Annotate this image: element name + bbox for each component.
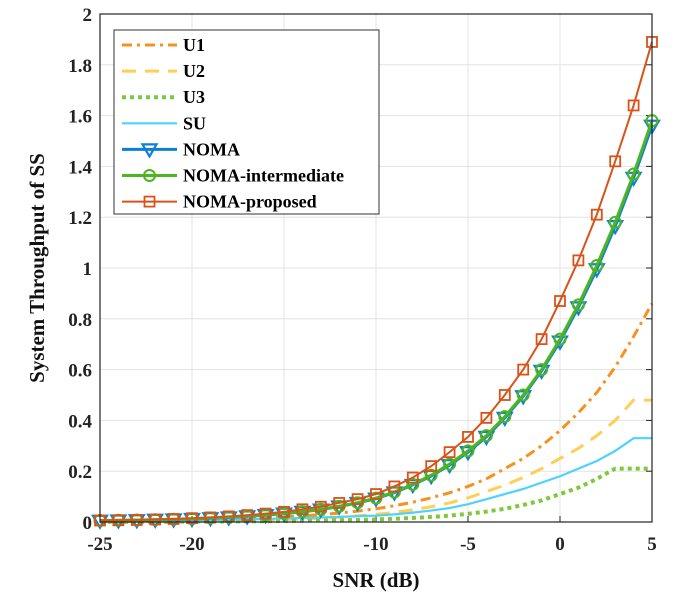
data-point-noma-proposed bbox=[480, 411, 493, 424]
y-tick-label: 1.8 bbox=[68, 56, 92, 77]
y-tick-label: 1.2 bbox=[68, 208, 92, 229]
y-tick-label: 0.2 bbox=[68, 462, 92, 483]
legend-label-noma-intermediate: NOMA-intermediate bbox=[183, 166, 344, 186]
y-tick-label: 1 bbox=[83, 259, 93, 280]
data-point-noma-intermediate bbox=[535, 363, 549, 377]
data-point-noma-intermediate bbox=[406, 477, 420, 491]
x-tick-label: -25 bbox=[87, 534, 112, 555]
data-point-noma-proposed bbox=[498, 389, 511, 401]
y-tick-label: 1.4 bbox=[68, 157, 92, 178]
data-point-noma-proposed bbox=[443, 446, 456, 459]
data-point-noma-intermediate bbox=[443, 457, 457, 471]
legend-label-u2: U2 bbox=[183, 61, 205, 81]
data-point-noma-proposed bbox=[167, 513, 180, 525]
data-point-noma-proposed bbox=[517, 363, 530, 376]
legend: U1 U2 U3 SU NOMA NOMA-intermediate NOMA-propos… bbox=[113, 29, 380, 215]
data-point-noma-intermediate bbox=[608, 215, 622, 229]
legend-marker-noma-intermediate bbox=[143, 169, 156, 182]
x-axis-label: SNR (dB) bbox=[333, 568, 420, 592]
data-point-noma-intermediate bbox=[516, 388, 530, 402]
series-line-noma-proposed bbox=[99, 41, 653, 522]
y-tick-label: 0.4 bbox=[68, 411, 92, 432]
data-point-noma-proposed bbox=[130, 514, 143, 526]
x-tick-label: -10 bbox=[363, 534, 388, 555]
legend-box bbox=[113, 29, 380, 215]
data-point-noma-intermediate bbox=[590, 258, 604, 272]
data-point-noma-proposed bbox=[609, 155, 622, 168]
data-point-noma-intermediate bbox=[498, 410, 512, 424]
y-tick-label: 1.6 bbox=[68, 107, 92, 128]
x-tick-label: -15 bbox=[271, 534, 296, 555]
data-point-noma-intermediate bbox=[461, 444, 475, 458]
data-point-noma-proposed bbox=[627, 99, 640, 112]
data-point-noma-proposed bbox=[296, 503, 309, 516]
legend-label-u3: U3 bbox=[183, 87, 205, 107]
legend-marker-noma-proposed bbox=[143, 195, 156, 208]
x-tick-label: -5 bbox=[460, 534, 476, 555]
y-tick-label: 0.6 bbox=[68, 361, 92, 382]
plot-frame bbox=[99, 13, 653, 523]
data-point-noma-intermediate bbox=[479, 429, 493, 443]
data-point-noma-intermediate bbox=[571, 298, 585, 312]
data-point-noma-proposed bbox=[112, 514, 125, 527]
legend-label-noma-proposed: NOMA-proposed bbox=[183, 192, 317, 212]
data-point-noma-proposed bbox=[388, 480, 401, 493]
data-point-noma-proposed bbox=[351, 493, 364, 506]
data-point-noma-proposed bbox=[425, 460, 438, 473]
data-point-noma-proposed bbox=[333, 497, 346, 509]
data-point-noma-proposed bbox=[572, 254, 585, 267]
data-point-noma-proposed bbox=[149, 513, 162, 526]
data-point-noma-intermediate bbox=[424, 468, 438, 482]
data-point-noma-proposed bbox=[406, 471, 419, 484]
data-point-noma-proposed bbox=[590, 208, 603, 221]
data-point-noma-proposed bbox=[186, 512, 198, 525]
x-tick-label: 0 bbox=[555, 534, 565, 555]
y-axis-label: System Throughput of SS bbox=[25, 153, 49, 383]
data-point-noma-proposed bbox=[259, 507, 272, 520]
data-point-noma-proposed bbox=[462, 431, 474, 443]
x-tick-label: -20 bbox=[179, 534, 204, 555]
data-point-noma-proposed bbox=[241, 509, 254, 522]
data-point-noma-proposed bbox=[370, 488, 382, 500]
data-point-noma-intermediate bbox=[553, 332, 567, 346]
legend-label-noma: NOMA bbox=[183, 139, 240, 159]
legend-label-u1: U1 bbox=[183, 35, 205, 55]
data-point-noma-proposed bbox=[535, 333, 548, 346]
data-point-noma bbox=[532, 364, 551, 381]
y-tick-label: 0.8 bbox=[68, 310, 92, 331]
y-tick-label: 0 bbox=[83, 513, 93, 534]
tick-labels: -25 -20 -15 -10 -5 0 5 0 0.2 0.4 0.6 0.8 1 1.2 1.4 1.6 1… bbox=[68, 5, 657, 555]
data-point-noma-proposed bbox=[554, 295, 566, 307]
y-tick-label: 2 bbox=[83, 5, 93, 26]
legend-marker-noma bbox=[140, 143, 159, 159]
x-tick-label: 5 bbox=[647, 534, 657, 555]
data-point-noma-intermediate bbox=[627, 167, 641, 181]
legend-label-su: SU bbox=[183, 113, 206, 133]
data-point-noma-proposed bbox=[314, 500, 327, 513]
data-point-noma-proposed bbox=[278, 505, 290, 518]
